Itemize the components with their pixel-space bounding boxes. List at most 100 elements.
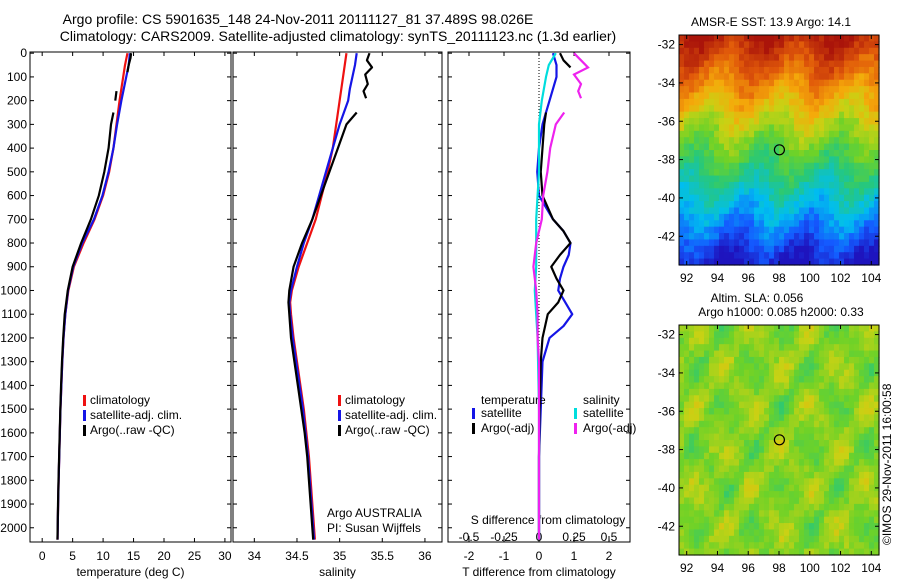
heatmap-cell	[694, 73, 700, 81]
heatmap-cell	[864, 427, 870, 435]
heatmap-cell	[759, 54, 765, 62]
heatmap-cell	[854, 516, 860, 524]
heatmap-cell	[874, 213, 880, 221]
heatmap-cell	[709, 137, 715, 145]
heatmap-cell	[859, 98, 865, 106]
heatmap-cell	[844, 344, 850, 352]
heatmap-cell	[759, 337, 765, 345]
heatmap-cell	[814, 548, 820, 556]
heatmap-cell	[774, 162, 780, 170]
heatmap-cell	[854, 175, 860, 183]
heatmap-cell	[809, 169, 815, 177]
heatmap-cell	[784, 459, 790, 467]
heatmap-cell	[689, 181, 695, 189]
heatmap-cell	[704, 226, 710, 234]
heatmap-cell	[694, 369, 700, 377]
heatmap-cell	[784, 220, 790, 228]
heatmap-cell	[834, 363, 840, 371]
heatmap-cell	[874, 35, 880, 42]
heatmap-cell	[789, 408, 795, 416]
heatmap-cell	[729, 86, 735, 94]
heatmap-cell	[729, 452, 735, 460]
heatmap-cell	[809, 92, 815, 100]
heatmap-cell	[809, 465, 815, 473]
heatmap-cell	[834, 156, 840, 164]
heatmap-cell	[834, 503, 840, 511]
heatmap-cell	[779, 130, 785, 138]
heatmap-cell	[754, 86, 760, 94]
heatmap-cell	[764, 175, 770, 183]
heatmap-cell	[814, 86, 820, 94]
heatmap-cell	[859, 213, 865, 221]
heatmap-cell	[754, 452, 760, 460]
heatmap-cell	[809, 376, 815, 384]
heatmap-cell	[869, 491, 875, 499]
heatmap-cell	[864, 86, 870, 94]
heatmap-cell	[864, 162, 870, 170]
heatmap-cell	[859, 459, 865, 467]
heatmap-cell	[739, 111, 745, 119]
heatmap-cell	[744, 92, 750, 100]
series-line-argo-raw-qc-	[126, 53, 133, 73]
heatmap-cell	[774, 111, 780, 119]
heatmap-cell	[864, 440, 870, 447]
x-tick-label: 5	[69, 549, 76, 563]
heatmap-cell	[714, 523, 720, 531]
heatmap-cell	[684, 252, 690, 260]
heatmap-cell	[804, 220, 810, 228]
heatmap-cell	[729, 207, 735, 215]
heatmap-cell	[869, 427, 875, 435]
heatmap-cell	[814, 188, 820, 196]
heatmap-cell	[819, 213, 825, 221]
heatmap-cell	[714, 535, 720, 543]
heatmap-cell	[859, 369, 865, 377]
heatmap-cell	[699, 239, 705, 247]
heatmap-cell	[779, 169, 785, 177]
heatmap-cell	[839, 60, 845, 68]
heatmap-cell	[744, 105, 750, 113]
heatmap-cell	[729, 73, 735, 81]
heatmap-cell	[734, 79, 740, 87]
heatmap-cell	[784, 188, 790, 196]
heatmap-cell	[839, 516, 845, 524]
heatmap-cell	[844, 350, 850, 358]
depth-tick-label: 1800	[0, 473, 27, 487]
heatmap-cell	[784, 47, 790, 55]
heatmap-cell	[694, 105, 700, 113]
heatmap-cell	[714, 433, 720, 441]
heatmap-cell	[779, 54, 785, 62]
heatmap-cell	[749, 35, 755, 42]
heatmap-cell	[829, 66, 835, 74]
heatmap-cell	[784, 523, 790, 531]
heatmap-cell	[819, 471, 825, 479]
heatmap-cell	[849, 239, 855, 247]
heatmap-cell	[679, 427, 685, 435]
heatmap-cell	[824, 414, 830, 422]
heatmap-cell	[719, 73, 725, 81]
heatmap-cell	[709, 124, 715, 132]
heatmap-cell	[739, 369, 745, 377]
legend-label: climatology	[345, 393, 405, 407]
heatmap-cell	[864, 459, 870, 467]
heatmap-cell	[764, 226, 770, 234]
heatmap-cell	[869, 92, 875, 100]
heatmap-cell	[694, 510, 700, 518]
heatmap-cell	[769, 239, 775, 247]
heatmap-cell	[874, 535, 880, 543]
heatmap-cell	[704, 395, 710, 403]
heatmap-cell	[849, 523, 855, 531]
heatmap-cell	[779, 35, 785, 42]
heatmap-cell	[779, 548, 785, 556]
heatmap-cell	[849, 150, 855, 157]
heatmap-cell	[704, 169, 710, 177]
heatmap-cell	[824, 452, 830, 460]
heatmap-cell	[694, 459, 700, 467]
heatmap-cell	[794, 175, 800, 183]
heatmap-cell	[774, 325, 780, 332]
heatmap-cell	[859, 130, 865, 138]
heatmap-cell	[759, 207, 765, 215]
heatmap-cell	[739, 60, 745, 68]
heatmap-cell	[854, 181, 860, 189]
heatmap-cell	[724, 118, 730, 126]
heatmap-cell	[764, 54, 770, 62]
